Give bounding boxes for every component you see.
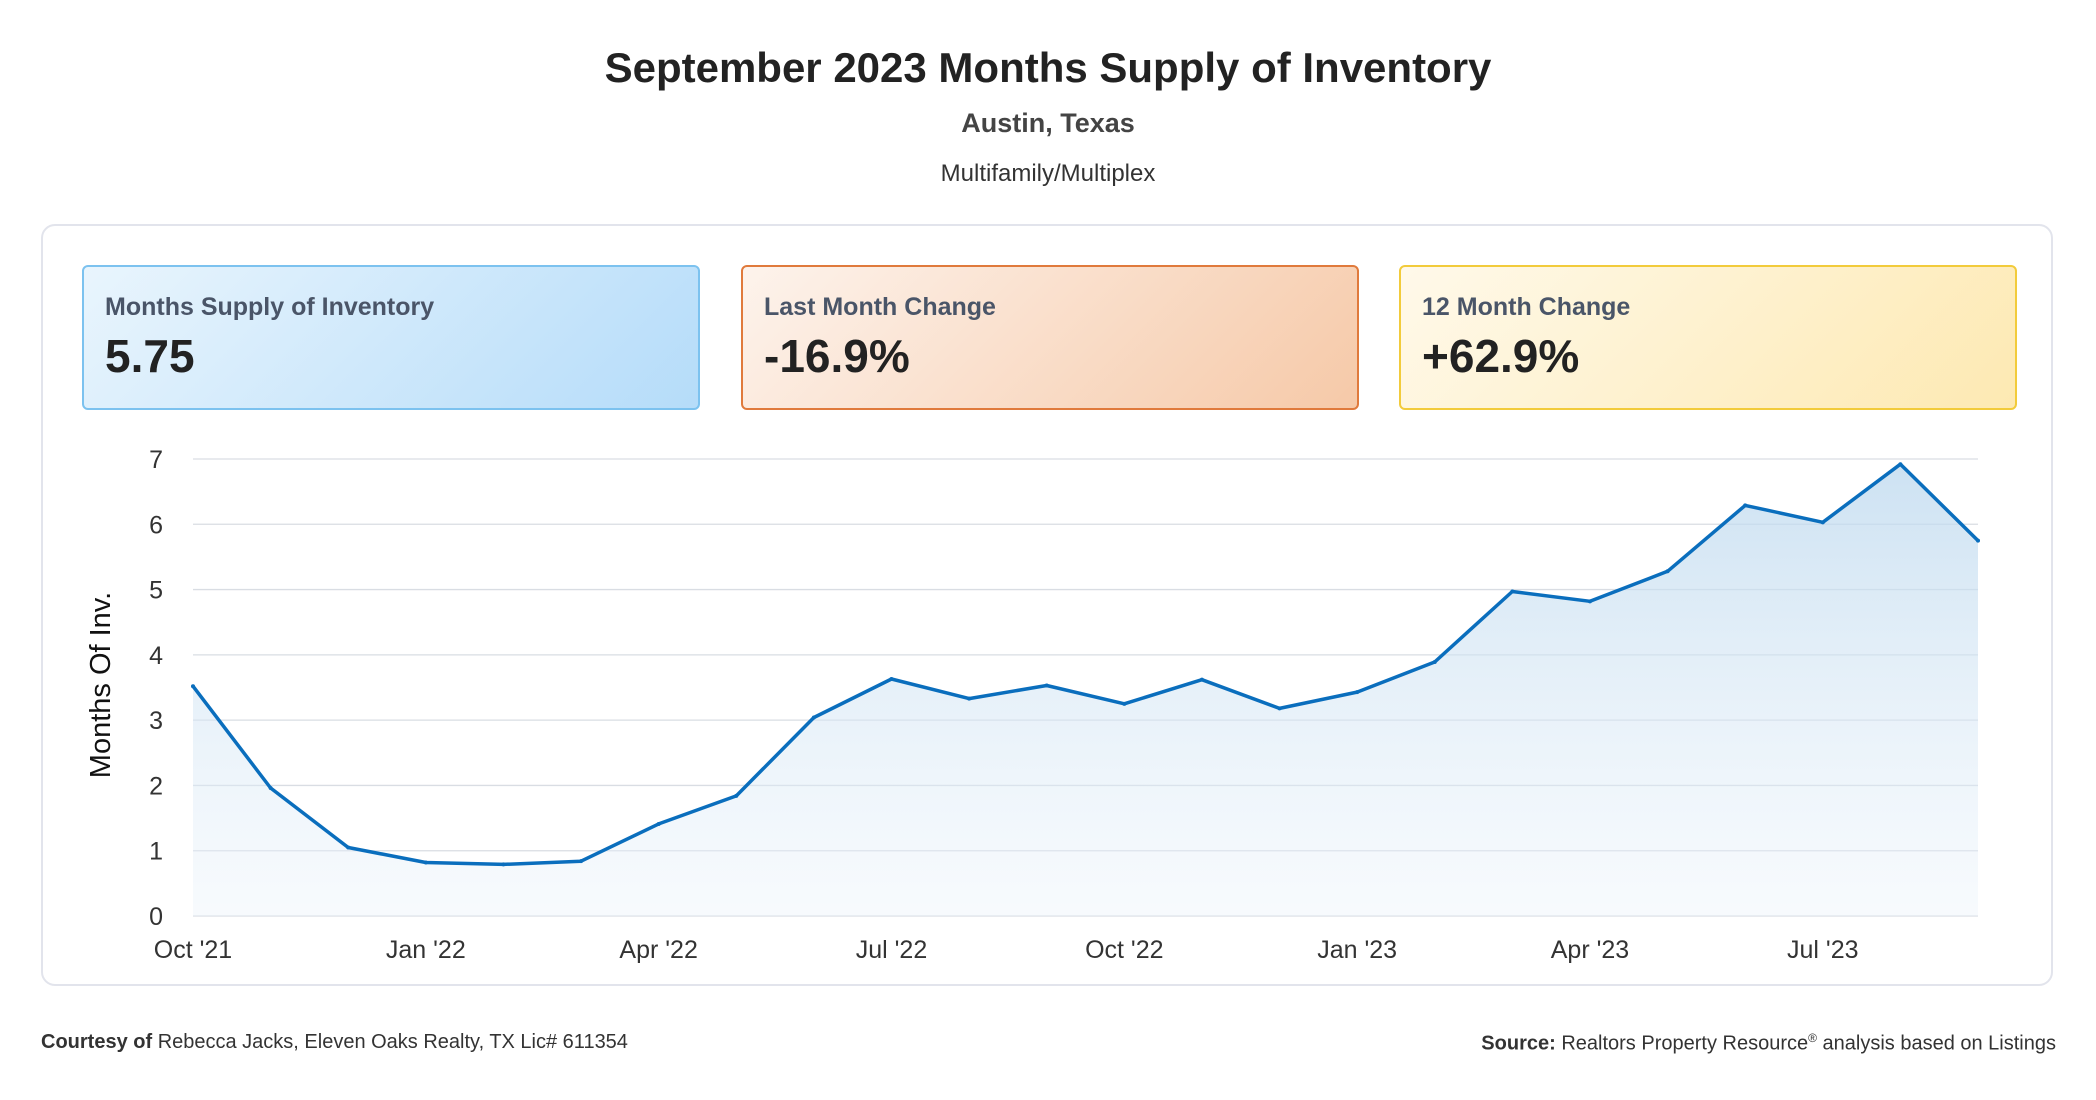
location-subtitle: Austin, Texas <box>961 108 1135 138</box>
data-point-6 <box>656 821 661 826</box>
x-tick-label: Oct '22 <box>1085 936 1163 964</box>
source-footer: Source: Realtors Property Resource® anal… <box>1481 1031 2056 1056</box>
data-point-7 <box>734 793 739 798</box>
x-tick-label: Jul '22 <box>856 936 927 964</box>
series-area <box>193 464 1978 916</box>
data-point-21 <box>1820 520 1825 525</box>
data-point-17 <box>1510 589 1515 594</box>
months-supply-label: Months Supply of Inventory <box>105 293 435 321</box>
data-point-3 <box>423 860 428 865</box>
data-point-11 <box>1044 683 1049 688</box>
months-supply-card: Months Supply of Inventory 5.75 <box>82 265 700 410</box>
y-axis-label: Months Of Inv. <box>85 592 117 778</box>
x-tick-label: Apr '22 <box>619 936 697 964</box>
courtesy-label: Courtesy of <box>41 1031 153 1053</box>
inventory-line-chart: 0 1 2 3 4 5 6 7 Oct '21 Jan '22 Apr '22 Jul '22 Oct… <box>85 446 1980 964</box>
chart-panel <box>41 224 2053 986</box>
courtesy-footer: Courtesy of Rebecca Jacks, Eleven Oaks R… <box>41 1031 628 1054</box>
y-tick-label: 6 <box>149 511 163 539</box>
months-supply-value: 5.75 <box>105 330 195 382</box>
y-tick-label: 4 <box>149 642 163 670</box>
courtesy-text: Rebecca Jacks, Eleven Oaks Realty, TX Li… <box>157 1031 628 1053</box>
y-tick-label: 2 <box>149 772 163 800</box>
data-point-2 <box>346 845 351 850</box>
last-month-change-label: Last Month Change <box>764 293 996 321</box>
y-tick-label: 1 <box>149 838 163 866</box>
data-point-20 <box>1743 503 1748 508</box>
property-type-subtitle: Multifamily/Multiplex <box>940 160 1156 187</box>
last-month-change-card: Last Month Change -16.9% <box>741 265 1359 410</box>
data-point-0 <box>191 684 195 689</box>
data-point-12 <box>1122 701 1127 706</box>
page-title: September 2023 Months Supply of Inventor… <box>604 44 1492 91</box>
data-point-4 <box>501 862 506 867</box>
data-point-22 <box>1898 462 1903 467</box>
data-point-5 <box>579 859 584 864</box>
data-point-14 <box>1277 706 1282 711</box>
data-point-16 <box>1432 660 1437 665</box>
series-line <box>191 462 1980 867</box>
y-tick-label: 7 <box>149 446 163 474</box>
data-point-23 <box>1976 538 1980 543</box>
source-label: Source: <box>1481 1032 1556 1055</box>
data-point-19 <box>1665 569 1670 574</box>
data-point-13 <box>1199 677 1204 682</box>
twelve-month-change-value: +62.9% <box>1422 330 1580 382</box>
data-point-8 <box>811 715 816 720</box>
y-tick-label: 3 <box>149 707 163 735</box>
twelve-month-change-card: 12 Month Change +62.9% <box>1399 265 2017 410</box>
data-point-1 <box>268 786 273 791</box>
source-suffix: analysis based on Listings <box>1822 1032 2056 1055</box>
y-tick-label: 0 <box>149 903 163 931</box>
data-point-9 <box>889 677 894 682</box>
x-tick-label: Jul '23 <box>1787 936 1858 964</box>
x-tick-label: Apr '23 <box>1551 936 1629 964</box>
registered-mark: ® <box>1808 1031 1817 1045</box>
last-month-change-value: -16.9% <box>764 330 910 382</box>
data-point-18 <box>1587 599 1592 604</box>
x-tick-label: Oct '21 <box>154 936 232 964</box>
data-point-10 <box>967 696 972 701</box>
x-tick-label: Jan '22 <box>386 936 466 964</box>
data-point-15 <box>1355 690 1360 695</box>
source-text: Realtors Property Resource <box>1561 1032 1809 1055</box>
twelve-month-change-label: 12 Month Change <box>1422 293 1631 321</box>
y-tick-label: 5 <box>149 577 163 605</box>
x-tick-label: Jan '23 <box>1317 936 1397 964</box>
